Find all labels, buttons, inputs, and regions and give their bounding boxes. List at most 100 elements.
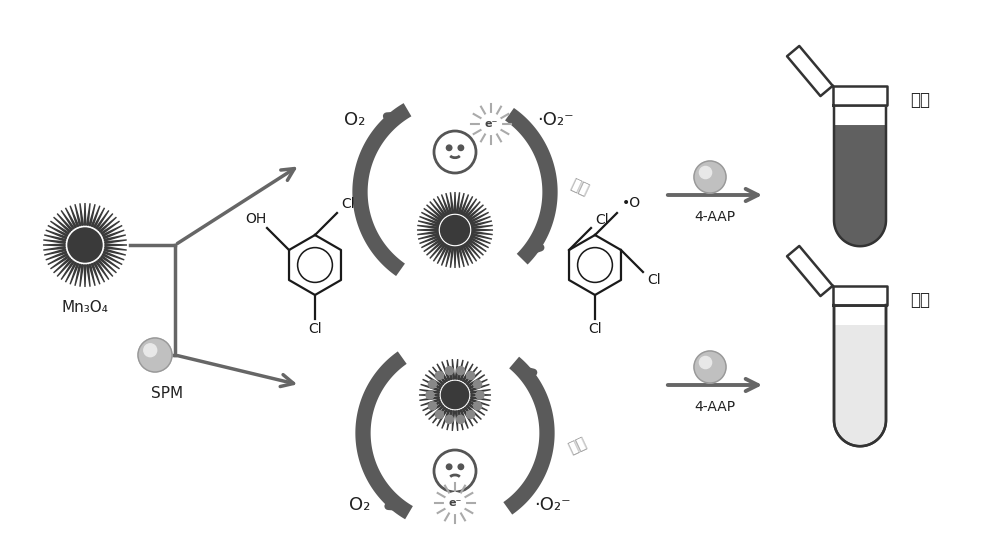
Polygon shape [442,194,450,214]
Polygon shape [424,239,441,252]
Polygon shape [460,246,468,266]
Polygon shape [433,199,446,217]
Polygon shape [458,360,463,380]
Polygon shape [466,242,480,259]
Polygon shape [102,226,122,237]
Polygon shape [105,244,127,246]
Circle shape [467,410,475,418]
Polygon shape [46,230,67,239]
Polygon shape [447,360,452,380]
Polygon shape [104,249,126,255]
Text: Cl: Cl [588,322,602,336]
Text: Cl: Cl [308,322,322,336]
Polygon shape [437,245,448,264]
Polygon shape [65,262,76,282]
Polygon shape [442,410,450,429]
Polygon shape [419,394,439,396]
Circle shape [441,215,469,245]
Polygon shape [787,46,833,96]
Polygon shape [80,203,83,225]
Text: e⁻: e⁻ [484,119,498,129]
Polygon shape [44,235,66,241]
Text: O₂: O₂ [349,496,371,514]
Circle shape [474,402,482,410]
Polygon shape [427,205,443,219]
Polygon shape [75,264,81,286]
Polygon shape [470,384,489,391]
Polygon shape [105,240,127,244]
Polygon shape [417,231,438,234]
Polygon shape [452,411,455,431]
Polygon shape [423,380,441,389]
Circle shape [699,356,712,369]
Polygon shape [424,208,441,221]
Text: Cl: Cl [341,197,355,211]
Polygon shape [104,235,126,241]
Polygon shape [48,226,68,237]
Polygon shape [455,411,458,431]
Polygon shape [102,254,122,265]
Polygon shape [471,217,491,225]
Circle shape [458,464,464,469]
Polygon shape [417,229,438,231]
Polygon shape [61,261,74,280]
Polygon shape [417,225,438,229]
Polygon shape [437,197,448,215]
Text: 阳性: 阳性 [910,91,930,109]
Polygon shape [450,247,454,268]
Polygon shape [833,286,887,305]
Polygon shape [446,246,452,267]
Polygon shape [470,399,489,406]
Polygon shape [469,208,486,221]
Polygon shape [467,241,483,255]
Polygon shape [462,197,473,215]
Polygon shape [421,237,440,248]
Polygon shape [460,410,468,429]
Polygon shape [96,261,109,280]
Circle shape [68,228,102,262]
Polygon shape [469,401,487,410]
Circle shape [446,145,452,151]
Circle shape [138,338,172,372]
Circle shape [445,367,453,375]
Text: 更多: 更多 [569,177,591,198]
Polygon shape [87,265,90,287]
Polygon shape [462,364,473,382]
Polygon shape [460,361,468,380]
Polygon shape [101,221,120,234]
Circle shape [426,391,434,399]
Text: SPM: SPM [151,386,183,401]
Polygon shape [419,390,439,394]
Polygon shape [99,217,116,232]
Polygon shape [464,244,477,261]
Polygon shape [423,401,441,410]
Polygon shape [103,230,124,239]
Polygon shape [471,390,491,394]
Circle shape [467,372,475,380]
Polygon shape [469,239,486,252]
Polygon shape [458,246,464,267]
Polygon shape [456,192,460,213]
Polygon shape [84,203,86,225]
Text: 阴性: 阴性 [910,291,930,309]
Polygon shape [103,251,124,260]
Polygon shape [105,247,127,250]
Polygon shape [834,305,886,446]
Polygon shape [469,380,487,389]
Circle shape [144,344,157,357]
Circle shape [435,372,443,380]
Polygon shape [43,240,65,244]
Polygon shape [433,367,446,383]
Circle shape [441,381,469,409]
Polygon shape [462,408,473,426]
Polygon shape [834,105,886,246]
Polygon shape [472,231,493,234]
Circle shape [457,367,465,375]
Polygon shape [471,394,491,396]
Text: Mn₃O₄: Mn₃O₄ [62,300,108,314]
Polygon shape [464,407,477,423]
Circle shape [476,391,484,399]
Polygon shape [452,359,455,379]
Polygon shape [466,370,481,384]
Polygon shape [470,237,489,248]
